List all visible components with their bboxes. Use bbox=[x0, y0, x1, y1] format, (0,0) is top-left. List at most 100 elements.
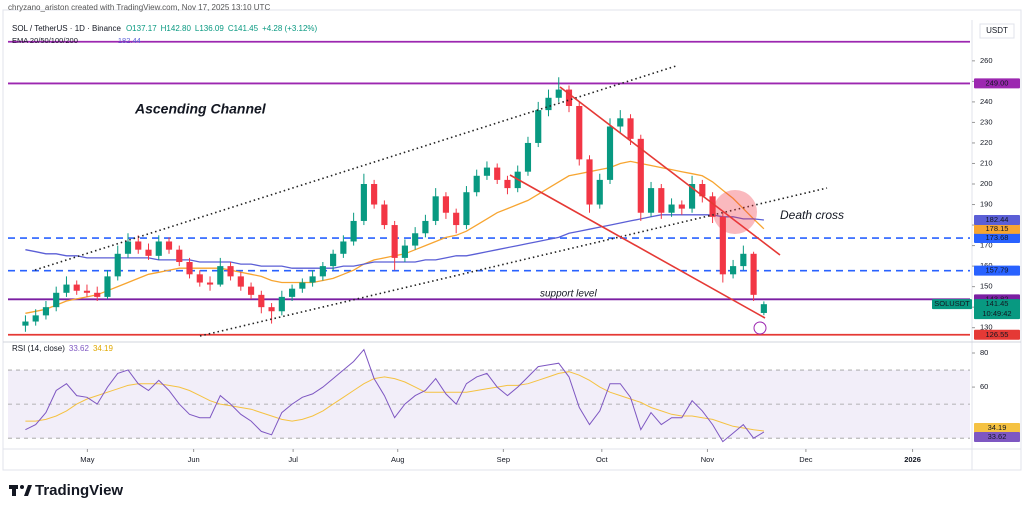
brand: TradingView bbox=[35, 482, 123, 499]
brand-logo bbox=[9, 485, 32, 496]
currency[interactable]: USDT bbox=[986, 26, 1008, 35]
candle-body bbox=[545, 97, 552, 111]
candle-body bbox=[155, 241, 162, 256]
candle-body bbox=[227, 266, 234, 277]
ema-label: 178.15 bbox=[986, 224, 1009, 233]
ohlc-key: L bbox=[195, 24, 200, 33]
y-tick-label: 210 bbox=[980, 158, 993, 167]
candle-body bbox=[340, 241, 347, 254]
channel-lower bbox=[199, 187, 828, 337]
y-tick-label: 240 bbox=[980, 97, 993, 106]
currency-box[interactable] bbox=[979, 23, 1015, 39]
x-tick-label: Jun bbox=[188, 455, 200, 464]
candle-body bbox=[535, 110, 542, 143]
candle-body bbox=[524, 142, 532, 172]
cross-marker bbox=[713, 190, 757, 234]
event-icon bbox=[753, 321, 767, 335]
candle-body bbox=[463, 192, 470, 226]
candle-body bbox=[586, 159, 593, 205]
candle-body bbox=[627, 118, 634, 139]
level-label-box bbox=[974, 329, 1020, 340]
candle-body bbox=[53, 292, 60, 308]
level-label: 157.79 bbox=[986, 266, 1009, 275]
annotation: Death cross bbox=[780, 208, 844, 222]
y-tick-label: 220 bbox=[980, 138, 993, 147]
y-tick-label: 190 bbox=[980, 200, 993, 209]
rsi-label-box bbox=[974, 432, 1020, 443]
rsi-value: 33.62 bbox=[69, 344, 90, 353]
candle-body bbox=[647, 188, 655, 213]
ema-title: EMA 20/50/100/200 bbox=[12, 36, 78, 45]
candle-body bbox=[483, 167, 491, 176]
level-label-box bbox=[974, 233, 1020, 244]
candle-body bbox=[688, 184, 696, 209]
ohlc-value: 141.45 bbox=[234, 24, 259, 33]
change: +4.28 (+3.12%) bbox=[262, 24, 317, 33]
candle-body bbox=[350, 220, 357, 242]
candle-body bbox=[124, 241, 132, 254]
candle-body bbox=[371, 184, 378, 205]
candle-body bbox=[165, 241, 173, 250]
y-tick-label: 170 bbox=[980, 241, 993, 250]
symbol: SOL / TetherUS · 1D · Binance bbox=[12, 24, 121, 33]
candle-body bbox=[730, 266, 737, 275]
rsi-ma-line bbox=[25, 371, 764, 432]
symbol-tag: SOLUSDT bbox=[934, 299, 970, 308]
ema-label-box bbox=[974, 223, 1020, 234]
ema-label: 182.44 bbox=[986, 215, 1009, 224]
candle-body bbox=[360, 184, 367, 221]
level-label: 126.55 bbox=[986, 330, 1009, 339]
symbol-legend: SOL / TetherUS · 1D · Binance O137.17 H142… bbox=[12, 24, 318, 33]
candle-body bbox=[196, 274, 203, 283]
candle-body bbox=[473, 175, 480, 193]
ema-value: 182.44 bbox=[118, 36, 141, 45]
x-tick-label: 2026 bbox=[904, 455, 921, 464]
x-tick-label: May bbox=[80, 455, 94, 464]
level-label: 249.00 bbox=[986, 78, 1009, 87]
y-tick-label: 150 bbox=[980, 282, 993, 291]
candle-body bbox=[247, 286, 255, 295]
rsi-ma-value: 34.19 bbox=[93, 344, 114, 353]
candle-body bbox=[237, 276, 244, 287]
ema-legend: EMA 20/50/100/200 182.44 bbox=[12, 36, 141, 45]
y-tick-label: 260 bbox=[980, 56, 993, 65]
candle-body bbox=[504, 179, 511, 189]
rsi-line bbox=[25, 348, 765, 443]
candle-body bbox=[422, 220, 429, 234]
ohlc-key: C bbox=[228, 24, 234, 33]
candle-body bbox=[658, 188, 665, 213]
candle-body bbox=[289, 288, 296, 297]
candle-body bbox=[760, 304, 767, 313]
level-label: 143.82 bbox=[986, 294, 1009, 303]
candle-body bbox=[32, 315, 39, 322]
candle-body bbox=[176, 249, 183, 262]
ohlc-value: 136.09 bbox=[199, 24, 224, 33]
rsi-tick-label: 80 bbox=[980, 348, 988, 357]
candle-body bbox=[576, 106, 583, 160]
ohlc-key: O bbox=[126, 24, 132, 33]
candle-body bbox=[719, 216, 726, 275]
x-tick-label: Aug bbox=[391, 455, 404, 464]
x-tick-label: Jul bbox=[288, 455, 298, 464]
candle-body bbox=[104, 276, 111, 297]
symbol-tag-box bbox=[932, 299, 972, 310]
candle-body bbox=[268, 307, 275, 312]
last-price-box bbox=[974, 299, 1020, 320]
level-label: 173.68 bbox=[986, 233, 1009, 242]
x-tick-label: Oct bbox=[596, 455, 609, 464]
level-label-box bbox=[974, 78, 1020, 89]
trendline bbox=[559, 86, 781, 256]
rsi-ma-label: 34.19 bbox=[988, 423, 1007, 432]
candle-body bbox=[442, 196, 450, 213]
candle-body bbox=[258, 294, 265, 308]
candle-body bbox=[750, 253, 757, 295]
candle-body bbox=[740, 253, 747, 267]
candle-body bbox=[135, 241, 142, 250]
candle-body bbox=[412, 233, 419, 246]
rsi-legend: RSI (14, close) 33.62 34.19 bbox=[12, 344, 114, 353]
rsi-tick-label: 60 bbox=[980, 382, 988, 391]
candle-body bbox=[114, 253, 121, 277]
candle-body bbox=[299, 282, 306, 289]
